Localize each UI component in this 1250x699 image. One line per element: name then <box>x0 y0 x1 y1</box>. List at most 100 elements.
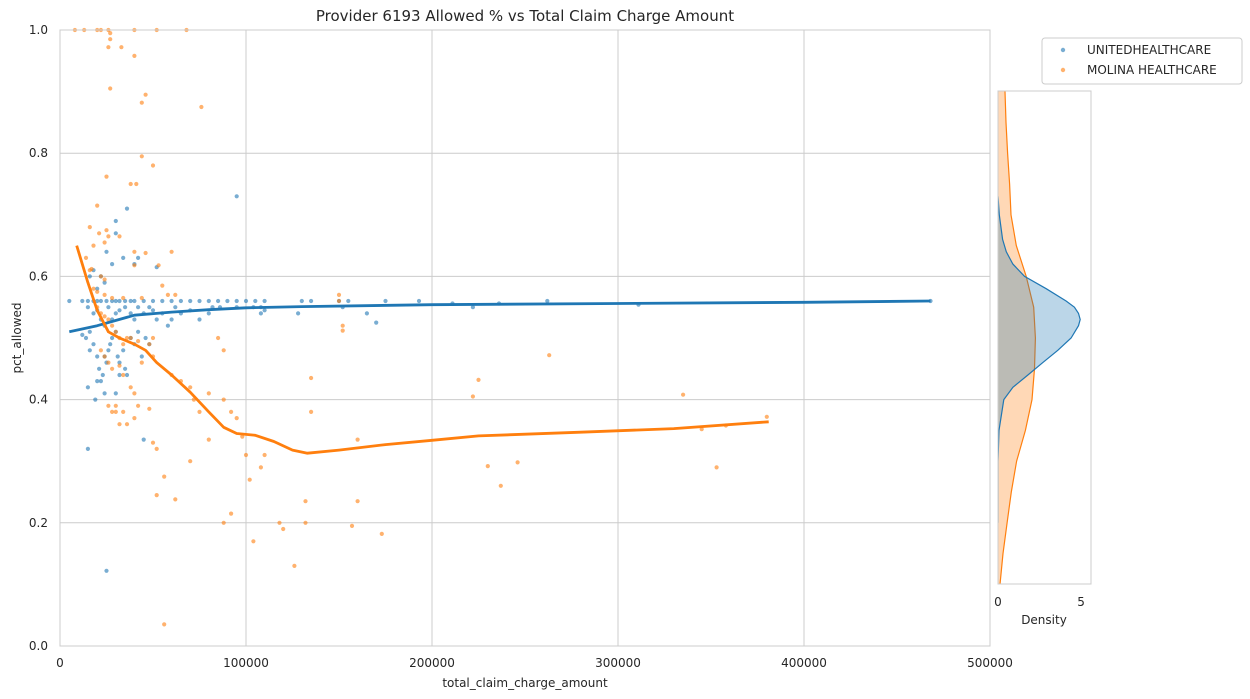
point-unitedhealthcare <box>197 317 202 322</box>
point-unitedhealthcare <box>383 298 388 304</box>
point-unitedhealthcare <box>258 311 263 316</box>
point-molina-healthcare <box>173 497 178 502</box>
point-unitedhealthcare <box>136 255 141 260</box>
point-molina-healthcare <box>143 250 148 256</box>
point-molina-healthcare <box>108 30 113 36</box>
point-molina-healthcare <box>309 375 314 381</box>
point-unitedhealthcare <box>95 298 100 304</box>
legend-marker-molina-healthcare <box>1060 67 1066 73</box>
point-molina-healthcare <box>336 292 342 297</box>
x-tick-label: 0 <box>56 656 64 670</box>
point-unitedhealthcare <box>91 342 96 347</box>
y-tick-label: 0.2 <box>29 516 48 530</box>
point-molina-healthcare <box>113 409 118 414</box>
point-molina-healthcare <box>97 231 102 236</box>
point-molina-healthcare <box>199 104 204 110</box>
point-unitedhealthcare <box>136 329 141 334</box>
point-molina-healthcare <box>292 563 297 569</box>
point-unitedhealthcare <box>154 317 159 322</box>
point-unitedhealthcare <box>188 298 193 304</box>
point-unitedhealthcare <box>80 332 85 337</box>
point-molina-healthcare <box>117 363 122 368</box>
point-molina-healthcare <box>355 499 360 504</box>
point-molina-healthcare <box>113 329 118 334</box>
point-unitedhealthcare <box>234 298 239 304</box>
point-unitedhealthcare <box>124 372 130 378</box>
point-molina-healthcare <box>243 452 249 458</box>
point-unitedhealthcare <box>113 391 118 396</box>
point-molina-healthcare <box>95 203 100 208</box>
legend-label-molina-healthcare: MOLINA HEALTHCARE <box>1087 63 1217 77</box>
point-unitedhealthcare <box>97 366 102 371</box>
point-unitedhealthcare <box>110 262 115 267</box>
point-molina-healthcare <box>132 249 137 254</box>
point-unitedhealthcare <box>141 437 146 442</box>
point-molina-healthcare <box>216 335 221 341</box>
marginal-plot-background <box>998 91 1091 584</box>
point-molina-healthcare <box>340 328 345 333</box>
trend-line-unitedhealthcare <box>69 299 931 334</box>
point-unitedhealthcare <box>113 231 118 236</box>
point-unitedhealthcare <box>160 298 165 304</box>
point-unitedhealthcare <box>113 298 118 304</box>
point-molina-healthcare <box>154 493 159 498</box>
point-unitedhealthcare <box>173 305 178 310</box>
point-molina-healthcare <box>699 427 704 432</box>
y-tick-label: 1.0 <box>29 23 48 37</box>
point-molina-healthcare <box>139 100 144 105</box>
point-molina-healthcare <box>206 391 211 396</box>
point-molina-healthcare <box>229 511 234 516</box>
point-molina-healthcare <box>87 225 92 230</box>
point-molina-healthcare <box>128 181 133 187</box>
point-unitedhealthcare <box>346 298 351 304</box>
point-molina-healthcare <box>102 354 107 359</box>
point-molina-healthcare <box>150 335 156 341</box>
point-unitedhealthcare <box>110 335 115 341</box>
point-molina-healthcare <box>206 437 211 442</box>
point-unitedhealthcare <box>132 317 137 322</box>
point-molina-healthcare <box>262 452 267 458</box>
main-plot-frame <box>59 29 991 647</box>
point-molina-healthcare <box>515 460 520 465</box>
point-unitedhealthcare <box>139 354 144 359</box>
point-unitedhealthcare <box>150 298 156 304</box>
x-tick-label: 400000 <box>781 656 827 670</box>
point-unitedhealthcare <box>98 379 103 384</box>
point-molina-healthcare <box>139 295 144 301</box>
point-unitedhealthcare <box>95 286 100 291</box>
point-molina-healthcare <box>476 377 481 382</box>
point-unitedhealthcare <box>113 218 118 224</box>
y-tick-label: 0.0 <box>29 639 48 653</box>
point-molina-healthcare <box>714 465 719 470</box>
point-unitedhealthcare <box>128 298 133 304</box>
point-molina-healthcare <box>102 277 107 282</box>
point-unitedhealthcare <box>197 298 202 304</box>
point-unitedhealthcare <box>225 298 230 304</box>
density-line-unitedhealthcare <box>998 196 1081 523</box>
point-molina-healthcare <box>150 440 156 445</box>
legend-box <box>1041 37 1243 85</box>
density-fill-molina-healthcare <box>998 91 1036 584</box>
point-unitedhealthcare <box>147 305 152 310</box>
point-molina-healthcare <box>106 234 111 239</box>
legend: UNITEDHEALTHCARE MOLINA HEALTHCARE <box>1041 37 1243 85</box>
point-unitedhealthcare <box>117 308 122 313</box>
chart-title: Provider 6193 Allowed % vs Total Claim C… <box>316 7 734 25</box>
point-unitedhealthcare <box>309 298 314 304</box>
point-unitedhealthcare <box>100 372 105 378</box>
point-molina-healthcare <box>303 499 308 504</box>
point-molina-healthcare <box>113 403 118 408</box>
legend-marker-unitedhealthcare <box>1060 47 1066 53</box>
trend-line-molina-healthcare <box>75 245 769 455</box>
point-unitedhealthcare <box>102 280 107 285</box>
y-tick-label: 0.6 <box>29 269 48 283</box>
point-unitedhealthcare <box>98 298 103 304</box>
point-molina-healthcare <box>485 464 490 469</box>
point-molina-healthcare <box>110 366 115 371</box>
point-unitedhealthcare <box>545 298 550 304</box>
x-axis-label: total_claim_charge_amount <box>442 676 608 690</box>
point-molina-healthcare <box>139 360 144 365</box>
main-axes: 0 100000 200000 300000 400000 500000 0.00.20.… <box>10 7 1013 690</box>
point-unitedhealthcare <box>117 298 122 304</box>
point-molina-healthcare <box>165 292 170 297</box>
